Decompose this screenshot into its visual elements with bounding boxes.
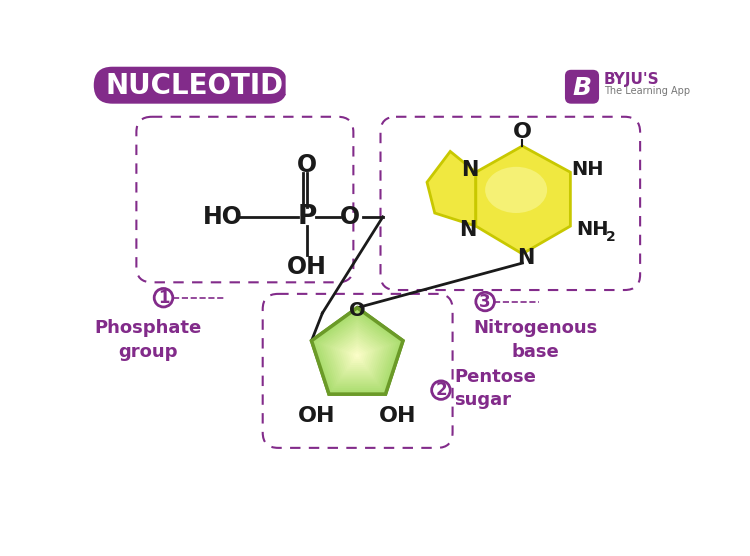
- Polygon shape: [319, 315, 396, 388]
- Text: N: N: [461, 160, 478, 180]
- Polygon shape: [311, 307, 403, 394]
- Text: OH: OH: [298, 406, 335, 426]
- Polygon shape: [328, 325, 387, 380]
- Text: 2: 2: [606, 230, 616, 244]
- Text: O: O: [340, 205, 359, 229]
- Text: Pentose
sugar: Pentose sugar: [454, 368, 536, 409]
- Polygon shape: [352, 351, 362, 359]
- Polygon shape: [321, 317, 394, 386]
- Polygon shape: [476, 146, 570, 254]
- Polygon shape: [346, 344, 369, 365]
- Text: O: O: [297, 152, 317, 176]
- Text: NH: NH: [576, 221, 608, 240]
- Text: B: B: [572, 76, 592, 100]
- Text: 1: 1: [158, 289, 170, 307]
- Polygon shape: [344, 341, 371, 367]
- Text: Phosphate
group: Phosphate group: [94, 319, 202, 361]
- Polygon shape: [350, 348, 364, 361]
- Polygon shape: [339, 336, 376, 371]
- Text: OH: OH: [287, 255, 327, 279]
- Text: 3: 3: [479, 292, 491, 311]
- Polygon shape: [348, 346, 367, 363]
- Polygon shape: [337, 334, 378, 373]
- Polygon shape: [427, 151, 476, 226]
- FancyBboxPatch shape: [94, 67, 287, 103]
- Text: O: O: [513, 122, 532, 142]
- Text: BYJU'S: BYJU'S: [604, 72, 659, 87]
- Text: O: O: [349, 301, 365, 320]
- Text: P: P: [297, 204, 316, 230]
- Polygon shape: [316, 312, 398, 390]
- FancyBboxPatch shape: [565, 70, 599, 103]
- Text: HO: HO: [203, 205, 243, 229]
- Text: N: N: [460, 220, 477, 240]
- Polygon shape: [326, 322, 389, 383]
- Ellipse shape: [485, 167, 547, 213]
- Text: The Learning App: The Learning App: [604, 86, 690, 96]
- Text: NH: NH: [572, 160, 604, 180]
- Text: 2: 2: [435, 381, 447, 399]
- Polygon shape: [334, 331, 380, 375]
- Text: OH: OH: [380, 406, 417, 426]
- Polygon shape: [314, 310, 401, 392]
- Polygon shape: [323, 320, 392, 384]
- Polygon shape: [330, 327, 385, 379]
- Text: N: N: [518, 247, 535, 267]
- Polygon shape: [332, 329, 382, 377]
- Text: Nitrogenous
base: Nitrogenous base: [473, 319, 598, 361]
- Polygon shape: [355, 353, 359, 358]
- Text: NUCLEOTIDE: NUCLEOTIDE: [105, 72, 302, 100]
- Polygon shape: [341, 339, 374, 369]
